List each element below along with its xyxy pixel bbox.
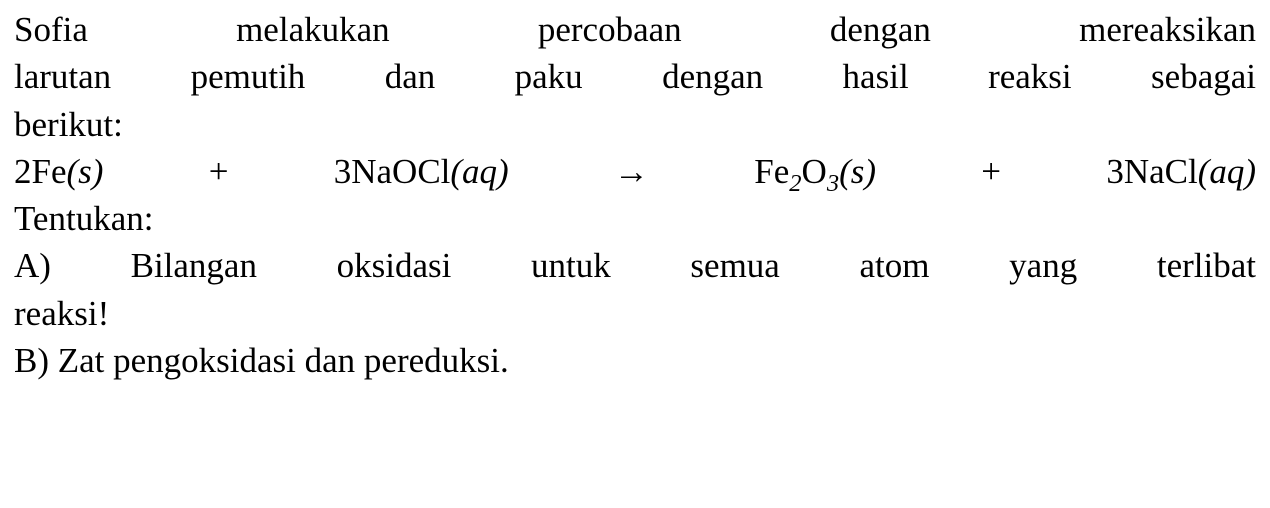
text-line-1: Sofia melakukan percobaan dengan mereaks… [14,6,1256,53]
equation-line: 2Fe(s) + 3NaOCl(aq) → Fe2O3(s) + 3NaCl(a… [14,148,1256,195]
eq-product-1: Fe2O3(s) [754,152,876,191]
text-line-3: berikut: [14,101,1256,148]
eq-plus-2: + [981,152,1106,191]
eq-product-2: 3NaCl(aq) [1106,152,1256,191]
text-line-2: larutan pemutih dan paku dengan hasil re… [14,53,1256,100]
text-line-8: B) Zat pengoksidasi dan pereduksi. [14,337,1256,384]
document-body: Sofia melakukan percobaan dengan mereaks… [0,0,1270,384]
eq-plus-1: + [209,152,334,191]
eq-reactant-2: 3NaOCl(aq) [334,152,509,191]
text-line-6: A) Bilangan oksidasi untuk semua atom ya… [14,242,1256,289]
eq-arrow: → [614,152,754,191]
text-line-7: reaksi! [14,290,1256,337]
text-line-5: Tentukan: [14,195,1256,242]
eq-reactant-1: 2Fe(s) [14,152,103,191]
